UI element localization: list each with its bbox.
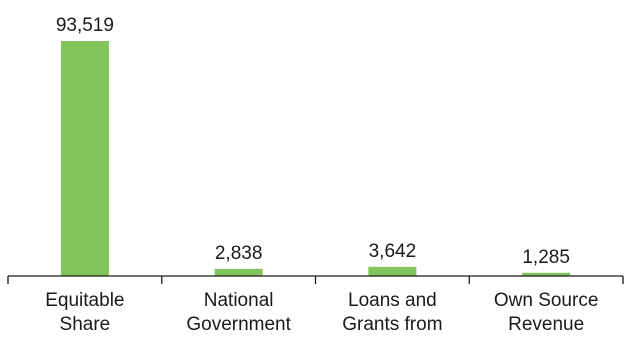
data-label-2: 3,642 (369, 241, 417, 262)
x-tick-label-3: Own Source Revenue (494, 290, 599, 335)
bar-3 (522, 272, 571, 276)
x-tick-label-2: Loans and Grants from (342, 290, 442, 335)
data-labels-group: 93,519 2,838 3,642 1,285 (56, 15, 570, 268)
bar-2 (368, 266, 417, 276)
bar-1 (214, 268, 263, 276)
x-axis (7, 275, 624, 284)
x-tick-label-0: Equitable Share (45, 290, 124, 335)
bars-group (60, 41, 571, 276)
data-label-1: 2,838 (215, 243, 263, 264)
x-tick-labels-group: Equitable Share National Government Loans an… (45, 290, 598, 335)
bar-0 (60, 41, 109, 276)
data-label-0: 93,519 (56, 15, 114, 36)
data-label-3: 1,285 (522, 247, 570, 268)
x-tick-label-1: National Government (186, 290, 291, 335)
